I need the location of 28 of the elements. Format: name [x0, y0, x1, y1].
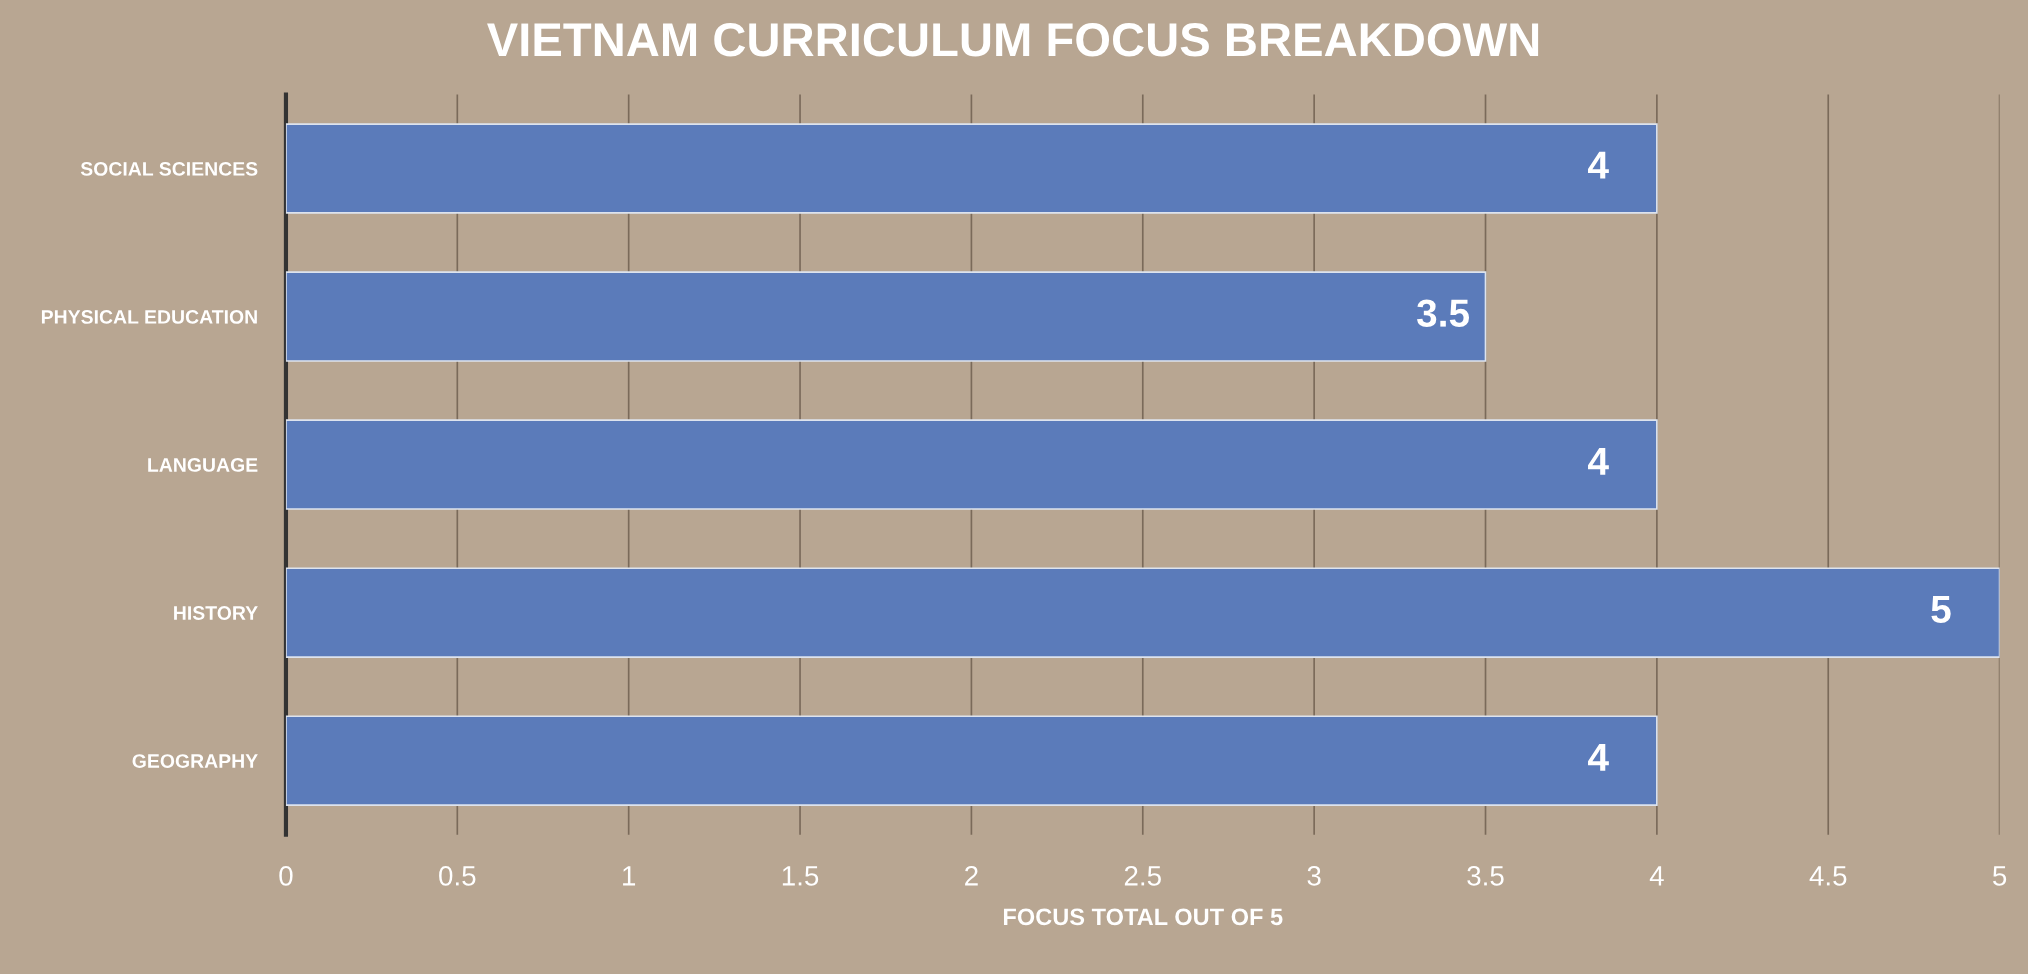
chart-title: VIETNAM CURRICULUM FOCUS BREAKDOWN — [487, 23, 1539, 57]
x-axis-title: FOCUS TOTAL OUT OF 5 — [1003, 908, 1283, 926]
data-label: 3.5 — [1416, 299, 1470, 328]
x-tick-label: 0 — [279, 866, 293, 886]
data-label: 4 — [1588, 447, 1609, 475]
bar — [285, 715, 1658, 806]
x-tick-label: 1 — [623, 866, 636, 886]
bar — [285, 123, 1658, 214]
data-label: 5 — [1931, 595, 1951, 624]
x-tick-label: 4 — [1649, 866, 1664, 886]
x-tick-label: 3.5 — [1467, 866, 1504, 886]
x-tick-label: 1.5 — [782, 866, 819, 886]
bar — [285, 567, 2000, 658]
x-tick-label: 2.5 — [1124, 866, 1161, 886]
x-tick-label: 3 — [1307, 866, 1321, 886]
y-tick-label: PHYSICAL EDUCATION — [41, 310, 257, 324]
x-tick-label: 4.5 — [1809, 866, 1847, 886]
y-tick-label: SOCIAL SCIENCES — [80, 161, 258, 176]
data-label: 4 — [1588, 151, 1609, 179]
y-tick-label: LANGUAGE — [148, 458, 258, 472]
y-tick-label: HISTORY — [174, 606, 258, 620]
y-tick-label: GEOGRAPHY — [132, 754, 258, 768]
data-label: 4 — [1588, 744, 1609, 771]
x-tick-label: 2 — [965, 866, 978, 886]
x-tick-label: 0.5 — [439, 866, 476, 886]
bar — [285, 271, 1487, 362]
bar — [285, 419, 1658, 510]
x-tick-label: 5 — [1993, 866, 2007, 886]
